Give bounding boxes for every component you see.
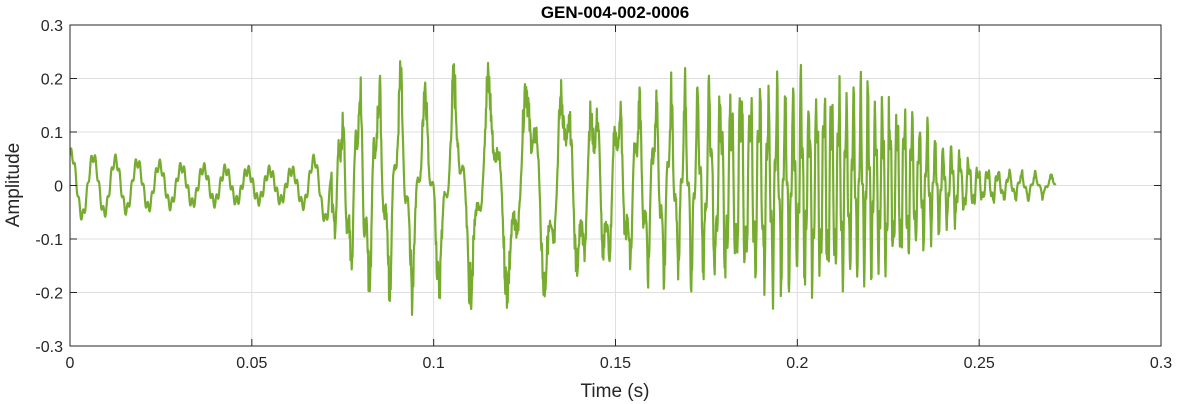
axis-ticks	[69, 24, 1162, 347]
x-tick-label: 0.2	[786, 355, 808, 372]
y-tick-label: 0.2	[41, 72, 63, 89]
y-tick-label: 0	[54, 179, 63, 196]
y-tick-label: -0.3	[35, 339, 63, 356]
x-tick-label: 0.1	[423, 355, 445, 372]
y-tick-label: -0.2	[35, 286, 63, 303]
y-tick-labels: -0.3 -0.2 -0.1 0 0.1 0.2 0.3	[35, 18, 63, 356]
x-tick-label: 0.3	[1150, 355, 1172, 372]
waveform-series-line	[70, 60, 1057, 316]
chart-title: GEN-004-002-0006	[541, 3, 689, 22]
x-tick-labels: 0 0.05 0.1 0.15 0.2 0.25 0.3	[66, 355, 1173, 372]
y-tick-label: 0.1	[41, 125, 63, 142]
series-layer	[70, 60, 1057, 316]
y-axis-label: Amplitude	[3, 143, 24, 228]
y-tick-label: 0.3	[41, 18, 63, 35]
x-axis-label: Time (s)	[581, 381, 650, 402]
x-tick-label: 0.25	[964, 355, 995, 372]
y-tick-label: -0.1	[35, 232, 63, 249]
x-tick-label: 0.15	[600, 355, 631, 372]
x-tick-label: 0	[66, 355, 75, 372]
x-tick-label: 0.05	[236, 355, 267, 372]
